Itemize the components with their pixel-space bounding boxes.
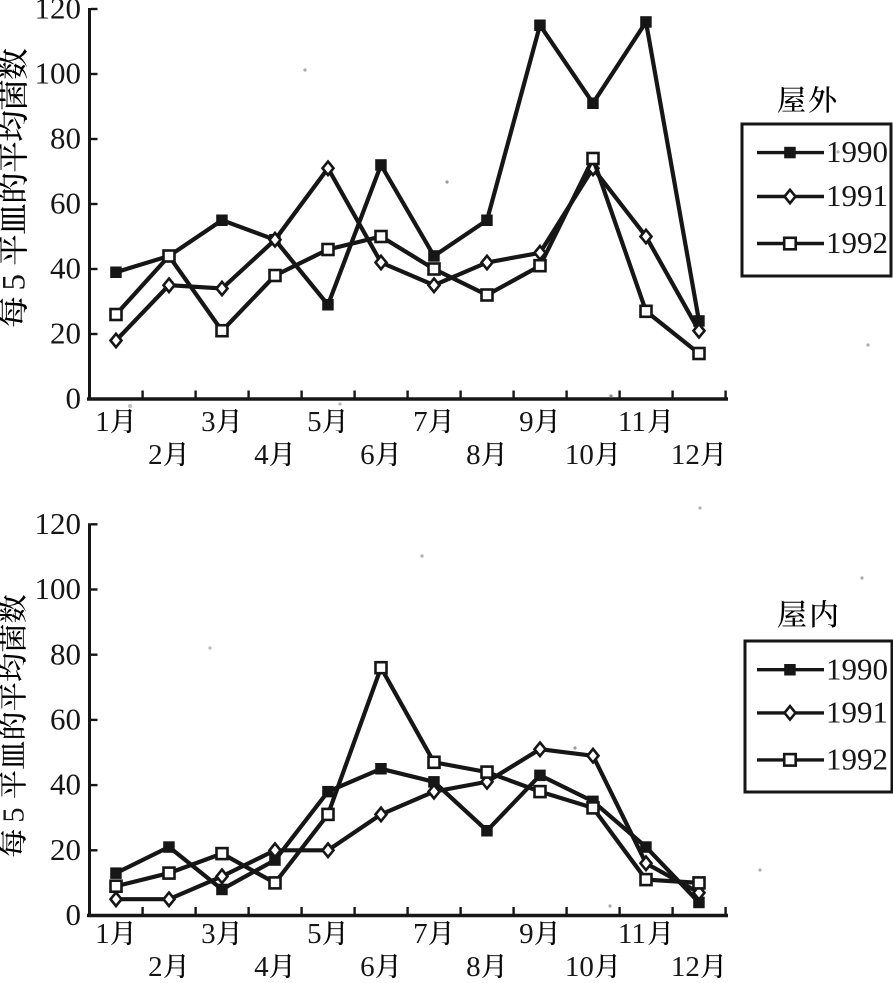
svg-text:5: 5 bbox=[307, 918, 322, 950]
svg-text:2: 2 bbox=[148, 951, 163, 983]
svg-text:100: 100 bbox=[35, 56, 82, 91]
svg-text:1991: 1991 bbox=[826, 178, 888, 213]
svg-text:4: 4 bbox=[254, 439, 269, 471]
svg-text:3: 3 bbox=[201, 918, 216, 950]
svg-text:60: 60 bbox=[50, 701, 81, 736]
svg-text:60: 60 bbox=[50, 186, 81, 221]
svg-text:1990: 1990 bbox=[826, 651, 888, 686]
svg-text:100: 100 bbox=[35, 571, 82, 606]
svg-text:120: 120 bbox=[35, 506, 82, 541]
svg-text:1: 1 bbox=[95, 918, 110, 950]
svg-text:20: 20 bbox=[50, 316, 81, 351]
svg-text:1992: 1992 bbox=[826, 225, 888, 260]
svg-text:7: 7 bbox=[413, 918, 428, 950]
svg-text:8: 8 bbox=[466, 951, 481, 983]
svg-text:1: 1 bbox=[95, 406, 110, 438]
svg-text:10: 10 bbox=[565, 439, 594, 471]
svg-text:6: 6 bbox=[360, 951, 375, 983]
svg-text:8: 8 bbox=[466, 439, 481, 471]
svg-text:11: 11 bbox=[618, 406, 646, 438]
svg-text:40: 40 bbox=[50, 767, 81, 802]
svg-text:11: 11 bbox=[618, 918, 646, 950]
svg-text:10: 10 bbox=[565, 951, 594, 983]
svg-text:1991: 1991 bbox=[826, 694, 888, 729]
svg-text:20: 20 bbox=[50, 832, 81, 867]
svg-text:1992: 1992 bbox=[826, 741, 888, 776]
svg-text:80: 80 bbox=[50, 121, 81, 156]
svg-text:2: 2 bbox=[148, 439, 163, 471]
svg-text:12: 12 bbox=[671, 439, 700, 471]
svg-text:9: 9 bbox=[519, 918, 534, 950]
svg-text:12: 12 bbox=[671, 951, 700, 983]
svg-text:7: 7 bbox=[413, 406, 428, 438]
svg-text:0: 0 bbox=[66, 897, 82, 932]
svg-text:120: 120 bbox=[35, 0, 82, 26]
svg-text:6: 6 bbox=[360, 439, 375, 471]
svg-text:9: 9 bbox=[519, 406, 534, 438]
svg-text:5: 5 bbox=[307, 406, 322, 438]
svg-text:1990: 1990 bbox=[826, 134, 888, 169]
svg-text:4: 4 bbox=[254, 951, 269, 983]
svg-text:5: 5 bbox=[0, 274, 33, 291]
svg-text:0: 0 bbox=[66, 381, 82, 416]
svg-text:40: 40 bbox=[50, 251, 81, 286]
svg-text:5: 5 bbox=[0, 807, 31, 822]
svg-text:80: 80 bbox=[50, 636, 81, 671]
svg-text:3: 3 bbox=[201, 406, 216, 438]
